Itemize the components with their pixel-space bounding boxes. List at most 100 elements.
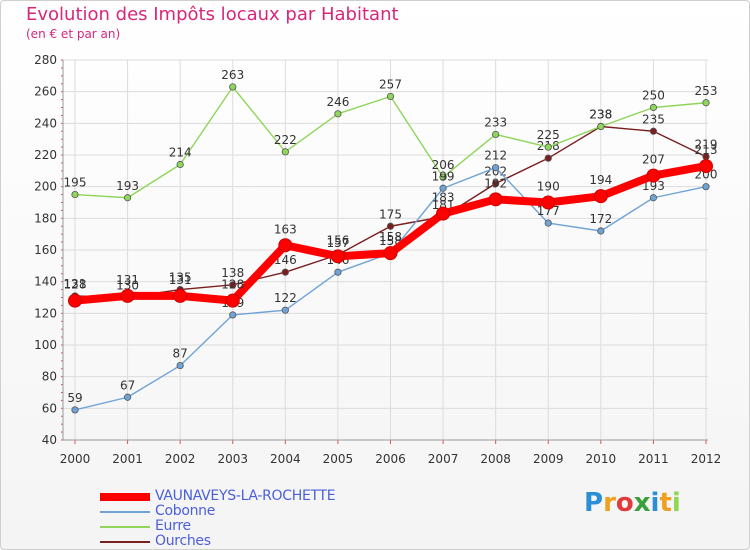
data-label-eurre-2009: 225 [537, 128, 560, 142]
data-point-cobonne-2002 [176, 361, 184, 370]
data-label-eurre-2006: 257 [379, 77, 402, 91]
data-point-vaunaveys-la-rochette-2009 [541, 195, 556, 210]
legend-label-eurre: Eurre [155, 518, 191, 534]
data-point-ourches-2011 [649, 127, 658, 135]
data-point-cobonne-2000 [71, 406, 79, 414]
logo-letter: x [633, 488, 651, 518]
data-label-vaunaveys-la-rochette-2004: 163 [274, 222, 297, 236]
data-point-eurre-2011 [649, 103, 658, 112]
data-point-cobonne-2001 [123, 393, 132, 401]
x-tick-label-2012: 2012 [691, 452, 722, 466]
y-tick-label-80: 80 [42, 370, 57, 384]
y-tick-label-200: 200 [34, 180, 57, 194]
data-point-vaunaveys-la-rochette-2002 [173, 288, 188, 303]
data-point-eurre-2001 [123, 194, 132, 202]
data-label-ourches-2008: 202 [484, 165, 507, 179]
data-point-cobonne-2011 [649, 194, 658, 202]
data-point-ourches-2003 [229, 281, 237, 289]
data-point-vaunaveys-la-rochette-2001 [120, 288, 135, 303]
data-label-cobonne-2010: 172 [589, 212, 612, 226]
x-tick-label-2003: 2003 [217, 452, 248, 466]
x-tick-label-2008: 2008 [480, 452, 511, 466]
x-tick-label-2006: 2006 [375, 452, 406, 466]
data-label-eurre-2011: 250 [642, 89, 665, 103]
data-point-cobonne-2008 [492, 164, 500, 172]
data-label-eurre-2012: 253 [695, 84, 718, 98]
data-point-eurre-2000 [71, 190, 79, 199]
x-tick-label-2002: 2002 [165, 452, 196, 466]
data-point-vaunaveys-la-rochette-2005 [330, 249, 345, 264]
data-point-cobonne-2003 [229, 311, 237, 319]
data-point-eurre-2007 [439, 173, 447, 181]
data-point-vaunaveys-la-rochette-2008 [488, 192, 503, 207]
data-point-cobonne-2010 [597, 227, 605, 235]
data-point-cobonne-2004 [281, 306, 289, 314]
data-label-ourches-2005: 157 [326, 236, 349, 250]
data-label-ourches-2000: 131 [64, 277, 87, 291]
data-point-vaunaveys-la-rochette-2012 [699, 159, 713, 174]
logo-letter: o [615, 488, 634, 518]
data-point-vaunaveys-la-rochette-2004 [278, 238, 293, 253]
data-point-vaunaveys-la-rochette-2011 [646, 168, 661, 183]
data-label-ourches-2002: 135 [169, 271, 192, 285]
data-label-cobonne-2011: 193 [642, 179, 665, 193]
y-tick-label-120: 120 [34, 306, 57, 320]
y-tick-label-100: 100 [34, 338, 57, 352]
data-label-vaunaveys-la-rochette-2005: 156 [326, 233, 349, 247]
data-label-eurre-2010: 238 [589, 108, 612, 122]
legend-swatch-eurre [100, 526, 150, 528]
data-point-eurre-2005 [334, 110, 342, 118]
data-point-cobonne-2012 [702, 183, 710, 191]
legend-swatch-cobonne [100, 511, 150, 513]
data-label-vaunaveys-la-rochette-2003: 128 [221, 278, 244, 292]
logo-letter: P [584, 488, 604, 518]
data-label-eurre-2003: 263 [221, 68, 244, 82]
data-label-eurre-2008: 233 [484, 115, 507, 129]
data-label-vaunaveys-la-rochette-2002: 131 [169, 273, 192, 287]
data-point-eurre-2002 [176, 160, 184, 169]
logo-letter: i [671, 488, 681, 518]
data-label-ourches-2012: 219 [695, 138, 718, 152]
x-tick-label-2000: 2000 [60, 452, 91, 466]
data-label-ourches-2006: 175 [379, 207, 402, 221]
data-point-eurre-2006 [386, 92, 395, 101]
data-label-eurre-2005: 246 [326, 95, 349, 109]
data-label-ourches-2001: 130 [116, 279, 139, 293]
data-label-vaunaveys-la-rochette-2009: 190 [537, 180, 560, 194]
proxiti-logo: Proxiti [584, 488, 681, 518]
data-label-vaunaveys-la-rochette-2011: 207 [642, 153, 665, 167]
y-tick-label-280: 280 [34, 53, 57, 67]
x-tick-label-2009: 2009 [533, 452, 564, 466]
x-tick-label-2001: 2001 [112, 452, 143, 466]
data-point-ourches-2004 [281, 268, 289, 276]
y-tick-label-40: 40 [42, 433, 57, 447]
chart-title: Evolution des Impôts locaux par Habitant [26, 4, 399, 25]
data-label-cobonne-2007: 199 [432, 169, 455, 183]
legend-label-cobonne: Cobonne [155, 503, 216, 519]
data-point-ourches-2006 [386, 222, 395, 230]
data-point-eurre-2012 [702, 99, 710, 107]
data-label-cobonne-2002: 87 [173, 347, 188, 361]
data-label-vaunaveys-la-rochette-2006: 158 [379, 230, 402, 244]
data-point-eurre-2008 [492, 130, 500, 139]
data-label-eurre-2004: 222 [274, 133, 297, 147]
data-point-ourches-2009 [544, 154, 552, 162]
data-label-vaunaveys-la-rochette-2010: 194 [589, 173, 612, 187]
data-point-ourches-2008 [492, 179, 500, 188]
data-label-cobonne-2008: 212 [484, 149, 507, 163]
data-label-eurre-2000: 195 [64, 176, 87, 190]
data-point-vaunaveys-la-rochette-2003 [225, 293, 240, 308]
data-point-eurre-2009 [544, 143, 552, 151]
data-label-vaunaveys-la-rochette-2000: 128 [64, 278, 87, 292]
y-tick-label-220: 220 [34, 148, 57, 162]
x-tick-label-2005: 2005 [323, 452, 354, 466]
data-label-ourches-2011: 235 [642, 112, 665, 126]
data-label-vaunaveys-la-rochette-2012: 213 [695, 143, 718, 157]
legend-swatch-ourches [100, 541, 150, 543]
y-tick-label-240: 240 [34, 116, 57, 130]
data-label-vaunaveys-la-rochette-2008: 192 [484, 176, 507, 190]
data-label-cobonne-2009: 177 [537, 204, 560, 218]
x-tick-label-2007: 2007 [428, 452, 459, 466]
legend-label-vaunaveys: VAUNAVEYS-LA-ROCHETTE [155, 488, 336, 504]
data-point-vaunaveys-la-rochette-2007 [436, 206, 451, 221]
